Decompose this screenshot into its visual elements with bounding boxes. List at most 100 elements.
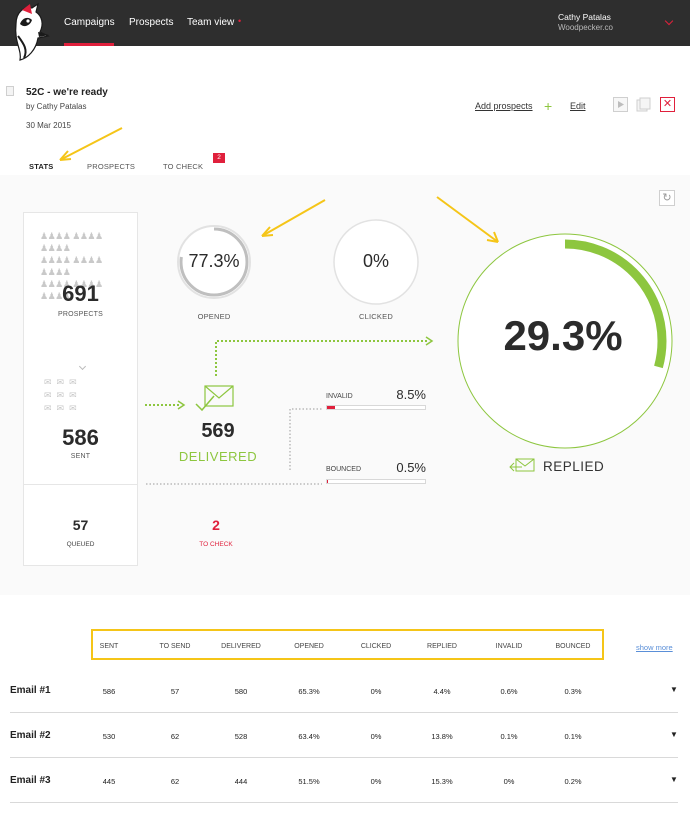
table-cell: 51.5% <box>298 777 320 786</box>
opened-label: OPENED <box>197 312 231 321</box>
tab-to-check[interactable]: TO CHECK <box>163 162 204 171</box>
invalid-connector <box>289 408 322 470</box>
table-cell: 57 <box>170 687 180 696</box>
expand-row-icon[interactable]: ▼ <box>670 775 678 784</box>
delivered-to-replied-arrowhead <box>425 336 434 346</box>
table-cell: 445 <box>102 777 116 786</box>
table-cell: 4.4% <box>433 687 451 696</box>
table-cell: 530 <box>102 732 116 741</box>
table-cell: 62 <box>170 777 180 786</box>
table-header-cell: DELIVERED <box>221 643 261 650</box>
play-icon <box>618 101 624 108</box>
table-cell: 65.3% <box>298 687 320 696</box>
user-org: Woodpecker.co <box>558 23 613 32</box>
table-cell: 580 <box>234 687 248 696</box>
top-navbar: Campaigns Prospects Team view • Cathy Pa… <box>0 0 690 46</box>
campaign-checkbox[interactable] <box>6 86 14 96</box>
replied-value: 29.3% <box>503 312 623 359</box>
nav-campaigns[interactable]: Campaigns <box>64 17 115 28</box>
bounced-value: 0.5% <box>396 460 426 475</box>
table-header-cell: INVALID <box>495 643 523 650</box>
show-more-link[interactable]: show more <box>636 643 673 652</box>
refresh-icon[interactable]: ↻ <box>659 190 675 206</box>
row-divider <box>10 757 678 758</box>
annotation-arrow-stats <box>59 127 123 161</box>
table-header-cell: TO SEND <box>159 643 191 650</box>
email-name: Email #3 <box>10 775 51 786</box>
table-cell: 63.4% <box>298 732 320 741</box>
bounced-bar <box>326 479 426 484</box>
tab-prospects[interactable]: PROSPECTS <box>87 162 136 171</box>
invalid-value: 8.5% <box>396 387 426 402</box>
replied-envelope-icon <box>509 458 535 472</box>
play-button[interactable] <box>613 97 628 112</box>
duplicate-button[interactable] <box>636 97 651 112</box>
envelope-icon: ✉✉✉ ✉✉✉ ✉✉✉ <box>44 377 82 413</box>
campaign-author: by Cathy Patalas <box>26 102 87 111</box>
add-prospects-link[interactable]: Add prospects <box>475 101 533 111</box>
sent-to-delivered-arrowhead <box>177 400 186 410</box>
annotation-arrow-replied <box>436 196 499 243</box>
table-cell: 444 <box>234 777 248 786</box>
expand-row-icon[interactable]: ▼ <box>670 685 678 694</box>
table-cell: 15.3% <box>431 777 453 786</box>
expand-row-icon[interactable]: ▼ <box>670 730 678 739</box>
to-check-count[interactable]: 2 <box>212 517 220 533</box>
campaign-title: 52C - we're ready <box>26 87 108 98</box>
opened-ring-progress <box>179 227 249 297</box>
woodpecker-logo[interactable] <box>8 2 50 62</box>
table-cell: 0% <box>370 732 382 741</box>
replied-label: REPLIED <box>543 459 605 474</box>
table-cell: 62 <box>170 732 180 741</box>
row-divider <box>10 802 678 803</box>
prospects-count: 691 <box>62 281 99 306</box>
delivered-count: 569 <box>201 420 235 442</box>
table-cell: 0.1% <box>564 732 582 741</box>
funnel-card <box>23 212 138 566</box>
to-check-badge: 2 <box>213 153 225 163</box>
edit-link[interactable]: Edit <box>570 101 586 111</box>
invalid-bar <box>326 405 426 410</box>
row-divider <box>10 712 678 713</box>
replied-ring-track <box>457 233 673 449</box>
nav-prospects[interactable]: Prospects <box>129 17 174 28</box>
delivered-to-replied-arrow <box>215 340 428 376</box>
nav-active-indicator <box>64 43 114 46</box>
email-name: Email #1 <box>10 685 51 696</box>
nav-team-view[interactable]: Team view <box>187 17 235 28</box>
table-header-cell: SENT <box>99 643 119 650</box>
opened-ring-track <box>177 225 251 299</box>
invalid-bar-fill <box>327 406 336 409</box>
queued-label: QUEUED <box>66 541 95 548</box>
table-cell: 586 <box>102 687 116 696</box>
table-cell: 13.8% <box>431 732 453 741</box>
table-header-cell: CLICKED <box>360 643 392 650</box>
invalid-label: INVALID <box>326 393 353 400</box>
delivered-envelope-icon <box>195 385 234 412</box>
table-cell: 0.1% <box>500 732 518 741</box>
sent-count: 586 <box>62 425 99 450</box>
clicked-label: CLICKED <box>359 312 393 321</box>
clicked-value: 0% <box>362 251 389 271</box>
stats-diagram <box>59 127 673 485</box>
bounced-label: BOUNCED <box>326 466 362 473</box>
people-icon: ♟♟♟♟ ♟♟♟♟ ♟♟♟♟ ♟♟♟♟ ♟♟♟♟ ♟♟♟♟ ♟♟♟♟ ♟♟♟♟ ♟♟… <box>40 231 103 301</box>
table-cell: 528 <box>234 732 248 741</box>
card-divider <box>23 484 138 485</box>
close-button[interactable]: ✕ <box>660 97 675 112</box>
to-check-label[interactable]: TO CHECK <box>199 541 233 548</box>
clicked-ring-track <box>333 219 419 305</box>
table-header-cell: BOUNCED <box>555 643 591 650</box>
table-cell: 0.3% <box>564 687 582 696</box>
queued-count: 57 <box>72 517 89 533</box>
table-header-cell: OPENED <box>294 643 324 650</box>
replied-ring-progress <box>463 239 667 443</box>
table-cell: 0.2% <box>564 777 582 786</box>
opened-value: 77.3% <box>188 251 240 271</box>
table-cell: 0% <box>503 777 515 786</box>
email-name: Email #2 <box>10 730 51 741</box>
user-name[interactable]: Cathy Patalas <box>558 12 611 22</box>
tab-stats[interactable]: STATS <box>29 162 54 171</box>
team-view-badge: • <box>238 16 242 26</box>
plus-icon[interactable]: + <box>544 98 553 114</box>
